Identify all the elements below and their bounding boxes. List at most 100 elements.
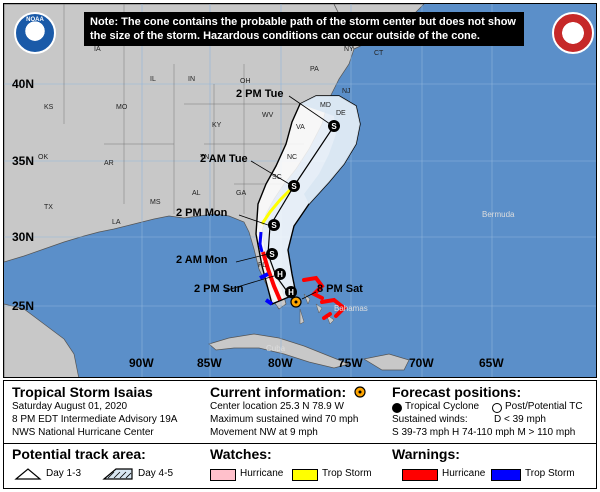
- state-label-ct: CT: [374, 50, 384, 57]
- cone-note: Note: The cone contains the probable pat…: [84, 12, 524, 46]
- forecast-position-marker: S: [328, 120, 340, 132]
- forecast-time-2am-mon: 2 AM Mon: [176, 254, 228, 266]
- state-label-il: IL: [150, 76, 156, 83]
- map-canvas: S S S S HH: [4, 4, 596, 377]
- lon-label-70w: 70W: [409, 356, 434, 370]
- forecast-time-2pm-mon: 2 PM Mon: [176, 207, 228, 219]
- advisory-date: Saturday August 01, 2020: [12, 401, 128, 412]
- hurricane-warning-swatch: [402, 469, 438, 481]
- label-connectors: [223, 95, 331, 300]
- mexico-landmass: [4, 303, 79, 377]
- watches-title: Watches:: [210, 446, 272, 462]
- state-label-tn: TN: [200, 154, 210, 161]
- lat-label-40n: 40N: [12, 77, 35, 91]
- state-label-ky: KY: [212, 122, 222, 129]
- lat-label-25n: 25N: [12, 299, 35, 313]
- state-label-md: MD: [320, 102, 331, 109]
- center-location: Center location 25.3 N 78.9 W: [210, 401, 344, 412]
- ts-watch-label: Trop Storm: [322, 468, 372, 479]
- state-label-nc: NC: [287, 154, 298, 161]
- hurricane-warning-segment: [261, 251, 282, 301]
- state-label-va: VA: [296, 124, 305, 131]
- track-area-title: Potential track area:: [12, 446, 146, 462]
- svg-text:S: S: [271, 221, 277, 230]
- state-label-pa: PA: [310, 66, 319, 73]
- lon-label-75w: 75W: [338, 356, 363, 370]
- tropical-cyclone-label: Tropical Cyclone: [405, 401, 480, 412]
- forecast-position-marker: S: [268, 219, 280, 231]
- state-label-ok: OK: [38, 154, 49, 161]
- post-potential-label: Post/Potential TC: [505, 401, 583, 412]
- ts-warning-swatch: [491, 469, 521, 481]
- hispaniola-landmass: [363, 353, 410, 371]
- state-label-ga: GA: [236, 190, 247, 197]
- max-wind: Maximum sustained wind 70 mph: [210, 414, 359, 425]
- state-label-in: IN: [188, 76, 195, 83]
- forecast-time-2am-tue: 2 AM Tue: [200, 153, 248, 165]
- state-label-mo: MO: [116, 104, 128, 111]
- day1-3-swatch: [14, 468, 42, 480]
- hurricane-warning-bahamas: [302, 275, 347, 320]
- forecast-position-marker: H: [274, 268, 286, 280]
- forecast-time-2pm-tue: 2 PM Tue: [236, 88, 284, 100]
- advisory-number: 8 PM EDT Intermediate Advisory 19A: [12, 414, 178, 425]
- lon-label-90w: 90W: [129, 356, 154, 370]
- state-label-ks: KS: [44, 104, 54, 111]
- state-label-de: DE: [336, 110, 346, 117]
- state-label-ia: IA: [94, 46, 101, 53]
- lon-label-80w: 80W: [268, 356, 293, 370]
- forecast-time-8pm-sat: 8 PM Sat: [317, 283, 363, 295]
- forecast-cone-day4-5: [300, 96, 360, 204]
- state-label-ny: NY: [344, 46, 354, 53]
- state-label-tx: TX: [44, 204, 53, 211]
- day1-3-label: Day 1-3: [46, 468, 82, 479]
- sustained-winds-label: Sustained winds:: [392, 414, 468, 425]
- depression-winds: D < 39 mph: [494, 414, 546, 425]
- current-position-center: [294, 300, 298, 304]
- state-label-sc: SC: [272, 174, 282, 181]
- cuba-landmass: [208, 333, 351, 369]
- current-position-icon: [354, 386, 366, 398]
- lat-label-35n: 35N: [12, 154, 35, 168]
- noaa-logo: NOAA: [14, 12, 56, 54]
- lon-label-65w: 65W: [479, 356, 504, 370]
- tropical-cyclone-icon: [392, 403, 402, 413]
- svg-text:H: H: [288, 288, 294, 297]
- forecast-position-marker: S: [288, 180, 300, 192]
- forecast-positions-title: Forecast positions:: [392, 384, 522, 400]
- state-label-fl: FL: [258, 262, 267, 269]
- grid-lines: [4, 4, 596, 377]
- current-info-title: Current information:: [210, 384, 347, 400]
- state-label-ms: MS: [150, 199, 161, 206]
- state-label-la: LA: [112, 219, 121, 226]
- hurricane-watch-label: Hurricane: [240, 468, 284, 479]
- hurricane-watch-swatch: [210, 469, 236, 481]
- warnings-title: Warnings:: [392, 446, 460, 462]
- state-borders: [63, 4, 304, 214]
- forecast-time-2pm-sun: 2 PM Sun: [194, 283, 244, 295]
- storm-name: Tropical Storm Isaias: [12, 384, 153, 400]
- hurricane-warning-label: Hurricane: [442, 468, 486, 479]
- bahamas-islands: [299, 293, 335, 325]
- svg-text:H: H: [277, 270, 283, 279]
- trop-storm-watch-segment: [260, 188, 292, 225]
- day4-5-swatch: [102, 468, 133, 480]
- issuing-agency: NWS National Hurricane Center: [12, 427, 154, 438]
- forecast-position-marker: S: [266, 248, 278, 260]
- location-cuba: Cuba: [266, 344, 286, 353]
- legend-divider: [4, 443, 596, 444]
- day4-5-label: Day 4-5: [138, 468, 174, 479]
- trop-storm-warning-segment: [258, 231, 264, 253]
- nws-logo: [552, 12, 594, 54]
- legend-panel: Tropical Storm Isaias Saturday August 01…: [3, 380, 597, 489]
- storm-hurricane-winds: S 39-73 mph H 74-110 mph M > 110 mph: [392, 427, 576, 438]
- svg-text:S: S: [291, 182, 297, 191]
- forecast-position-marker: H: [285, 286, 297, 298]
- location-bahamas: Bahamas: [334, 304, 368, 313]
- svg-text:S: S: [331, 122, 337, 131]
- ts-warning-label: Trop Storm: [525, 468, 575, 479]
- state-label-ar: AR: [104, 160, 114, 167]
- state-label-wv: WV: [262, 112, 274, 119]
- post-potential-icon: [492, 403, 502, 413]
